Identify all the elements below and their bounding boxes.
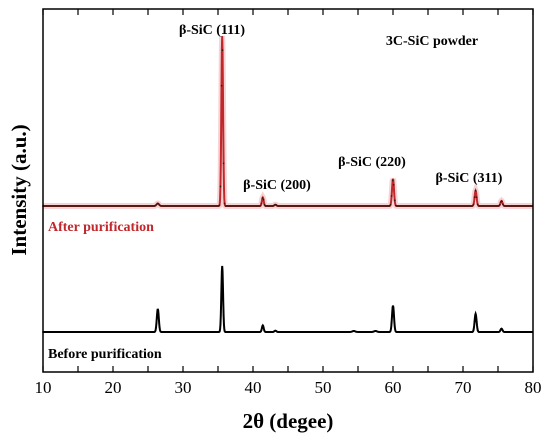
- data-point: [220, 284, 223, 287]
- x-tick-label: 60: [385, 378, 402, 397]
- data-point: [500, 328, 503, 330]
- x-tick-label: 40: [245, 378, 262, 397]
- y-axis-title: Intensity (a.u.): [7, 124, 31, 255]
- data-point: [222, 162, 225, 165]
- x-tick-label: 30: [175, 378, 192, 397]
- data-point: [219, 323, 222, 326]
- peak-label: β-SiC (311): [436, 171, 503, 186]
- x-tick-label: 80: [525, 378, 542, 397]
- data-point: [391, 306, 394, 309]
- data-point: [263, 203, 266, 206]
- data-point: [498, 330, 501, 333]
- x-tick-label: 50: [315, 378, 332, 397]
- data-point: [471, 205, 474, 207]
- data-point: [472, 329, 475, 331]
- data-point: [389, 329, 392, 332]
- data-point: [476, 203, 479, 206]
- data-point: [475, 320, 478, 323]
- data-point: [471, 330, 474, 333]
- data-point: [393, 199, 396, 202]
- x-tick-label: 70: [455, 378, 472, 397]
- x-tick-label: 20: [105, 378, 122, 397]
- data-point: [502, 203, 504, 206]
- chart-title: 3C-SiC powder: [386, 34, 478, 49]
- series-points-before-purification: [42, 270, 534, 333]
- data-point: [389, 203, 392, 206]
- data-point: [391, 179, 394, 182]
- data-point: [155, 322, 158, 325]
- data-point: [390, 321, 393, 324]
- data-point: [218, 204, 221, 207]
- data-point: [473, 196, 476, 199]
- data-point: [261, 197, 264, 200]
- legend-before-purification: Before purification: [48, 347, 162, 362]
- data-point: [157, 313, 160, 315]
- series-points-after-purification: [42, 49, 534, 207]
- data-point: [222, 314, 225, 317]
- data-point: [259, 330, 262, 333]
- data-point: [261, 324, 264, 327]
- peak-label: β-SiC (111): [179, 23, 245, 38]
- plot-background: [43, 9, 533, 372]
- data-point: [474, 189, 477, 192]
- axes-layer: 10 20 30 40 50 60 70 80: [35, 8, 542, 397]
- data-point: [260, 202, 263, 205]
- data-point: [388, 331, 391, 333]
- legend-after-purification: After purification: [48, 220, 154, 235]
- data-point: [262, 198, 265, 201]
- data-point: [390, 195, 393, 197]
- data-point: [221, 270, 224, 273]
- peak-label: β-SiC (200): [243, 178, 311, 193]
- x-axis-title: 2θ (degee): [243, 409, 334, 433]
- data-point: [157, 202, 160, 205]
- data-point: [218, 330, 221, 333]
- plot-area: [43, 9, 533, 372]
- data-point: [474, 312, 477, 315]
- data-point: [260, 329, 263, 331]
- data-point: [219, 185, 222, 188]
- annotation-layer: β-SiC (111) β-SiC (200) β-SiC (220) β-SiC (…: [179, 23, 503, 193]
- data-point: [498, 204, 501, 206]
- peak-label: β-SiC (220): [338, 155, 406, 170]
- data-point: [392, 310, 395, 313]
- data-point: [392, 183, 395, 186]
- data-point: [156, 309, 159, 312]
- series-layer: [42, 35, 534, 333]
- data-point: [475, 196, 478, 199]
- data-point: [154, 330, 157, 332]
- data-point: [388, 205, 391, 207]
- data-point: [262, 326, 265, 329]
- data-point: [220, 84, 223, 87]
- data-point: [393, 325, 396, 328]
- x-tick-label: 10: [35, 378, 52, 397]
- data-point: [500, 200, 503, 203]
- data-point: [158, 326, 161, 329]
- data-point: [476, 329, 479, 331]
- data-point: [472, 203, 475, 206]
- data-point: [223, 202, 226, 205]
- data-point: [473, 320, 476, 323]
- data-point: [259, 204, 262, 207]
- data-point: [221, 49, 224, 51]
